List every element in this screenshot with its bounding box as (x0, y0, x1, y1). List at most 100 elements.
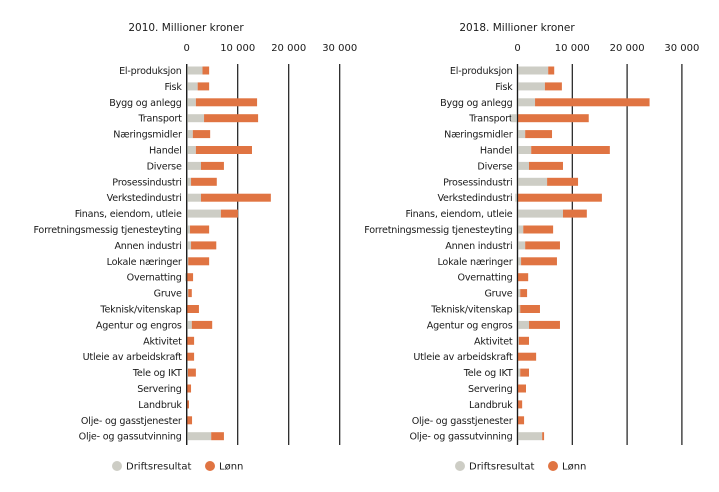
category-label: Handel (149, 146, 182, 157)
bar-driftsresultat (186, 146, 196, 154)
chart-panel-2010: 2010. Millioner kroner 0 10 000 20 000 30 00… (33, 22, 357, 473)
category-label: Lokale næringer (107, 257, 182, 268)
category-label: Tele og IKT (132, 368, 182, 379)
bar-driftsresultat (186, 209, 221, 218)
bar-lonn (562, 209, 587, 218)
bar-lonn (191, 241, 217, 250)
bar-driftsresultat (517, 130, 526, 139)
bar-lonn (202, 66, 210, 75)
category-label: Olje- og gassutvinning (409, 432, 512, 443)
bar-lonn (220, 209, 238, 218)
bar-lonn (192, 130, 211, 139)
legend-label: Lønn (219, 462, 243, 473)
bar-lonn (186, 352, 195, 361)
bar-lonn (523, 225, 554, 234)
category-label: El-produksjon (450, 66, 513, 77)
bar-lonn (186, 273, 194, 282)
bar-lonn (525, 241, 560, 250)
x-tick-label: 30 000 (322, 43, 357, 54)
category-label: Forretningsmessig tjenesteyting (33, 225, 181, 236)
bar-lonn (525, 130, 553, 139)
bar-driftsresultat (186, 368, 188, 377)
x-tick-label: 30 000 (664, 43, 699, 54)
bar-lonn (186, 416, 193, 425)
category-label: Næringsmidler (113, 130, 182, 141)
bar-lonn (188, 257, 210, 266)
bar-lonn (186, 336, 195, 345)
category-label: Fisk (495, 82, 513, 93)
category-label: Prosessindustri (112, 177, 181, 188)
bar-lonn (520, 289, 528, 298)
legend-label: Lønn (562, 462, 586, 473)
bar-driftsresultat (185, 273, 187, 282)
category-label: Diverse (477, 161, 512, 172)
category-label: Olje- og gassutvinning (79, 432, 182, 443)
category-label: Utleie av arbeidskraft (413, 352, 513, 363)
bar-driftsresultat (517, 289, 521, 298)
bar-driftsresultat (186, 130, 193, 139)
x-tick-label: 0 (514, 43, 520, 54)
legend: Driftsresultat Lønn (112, 461, 243, 473)
bar-driftsresultat (186, 193, 201, 202)
bar-lonn (535, 98, 650, 107)
bar-lonn (191, 177, 217, 186)
legend-swatch-lonn (548, 461, 558, 471)
category-label: Finans, eiendom, utleie (75, 209, 182, 220)
legend-label: Driftsresultat (469, 462, 534, 473)
bar-lonn (517, 193, 602, 202)
category-label: Servering (468, 384, 513, 395)
bar-driftsresultat (186, 66, 203, 75)
bar-lonn (195, 146, 252, 154)
bar-driftsresultat (517, 336, 519, 345)
bar-lonn (517, 400, 523, 409)
bar-lonn (186, 400, 189, 409)
bar-driftsresultat (186, 320, 192, 329)
category-label: Bygg og anlegg (440, 98, 513, 109)
category-label: Verkstedindustri (107, 193, 182, 204)
legend-swatch-driftsresultat (112, 461, 122, 471)
category-label: Finans, eiendom, utleie (406, 209, 513, 220)
bar-lonn (529, 161, 563, 170)
category-label: Fisk (164, 82, 182, 93)
category-label: Landbruk (138, 400, 182, 411)
chart-panel-2018: 2018. Millioner kroner 0 10 000 20 000 30 00… (364, 22, 699, 473)
bar-driftsresultat (517, 209, 563, 218)
chart-title: 2018. Millioner kroner (459, 22, 575, 34)
bar-driftsresultat (186, 225, 191, 234)
legend-swatch-lonn (205, 461, 215, 471)
category-label: Teknisk/vitenskap (430, 305, 512, 316)
category-label: Diverse (147, 161, 182, 172)
category-label: Teknisk/vitenskap (99, 305, 181, 316)
category-label: Lokale næringer (437, 257, 512, 268)
bar-lonn (518, 336, 530, 345)
category-label: Annen industri (445, 241, 512, 252)
bar-driftsresultat (186, 98, 196, 107)
bar-lonn (517, 114, 589, 123)
bar-driftsresultat (186, 241, 192, 250)
bar-driftsresultat (517, 257, 522, 266)
bar-lonn (531, 146, 610, 154)
bar-lonn (187, 368, 196, 377)
bar-lonn (548, 66, 555, 75)
bar-driftsresultat (517, 82, 545, 91)
category-label: Overnatting (457, 273, 512, 284)
bar-driftsresultat (517, 146, 532, 154)
x-tick-label: 20 000 (271, 43, 306, 54)
bar-lonn (204, 114, 259, 123)
bar-driftsresultat (186, 432, 212, 441)
bar-lonn (211, 432, 224, 441)
bar-lonn (517, 273, 529, 282)
bar-driftsresultat (186, 177, 192, 186)
category-label: Bygg og anlegg (109, 98, 182, 109)
category-label: Prosessindustri (443, 177, 512, 188)
bar-lonn (520, 368, 530, 377)
legend-label: Driftsresultat (126, 462, 191, 473)
bar-driftsresultat (515, 193, 518, 202)
bar-lonn (517, 416, 525, 425)
legend-swatch-driftsresultat (455, 461, 465, 471)
bar-lonn (195, 98, 258, 107)
bar-lonn (186, 305, 199, 313)
bar-driftsresultat (186, 161, 201, 170)
category-label: Aktivitet (474, 336, 513, 347)
